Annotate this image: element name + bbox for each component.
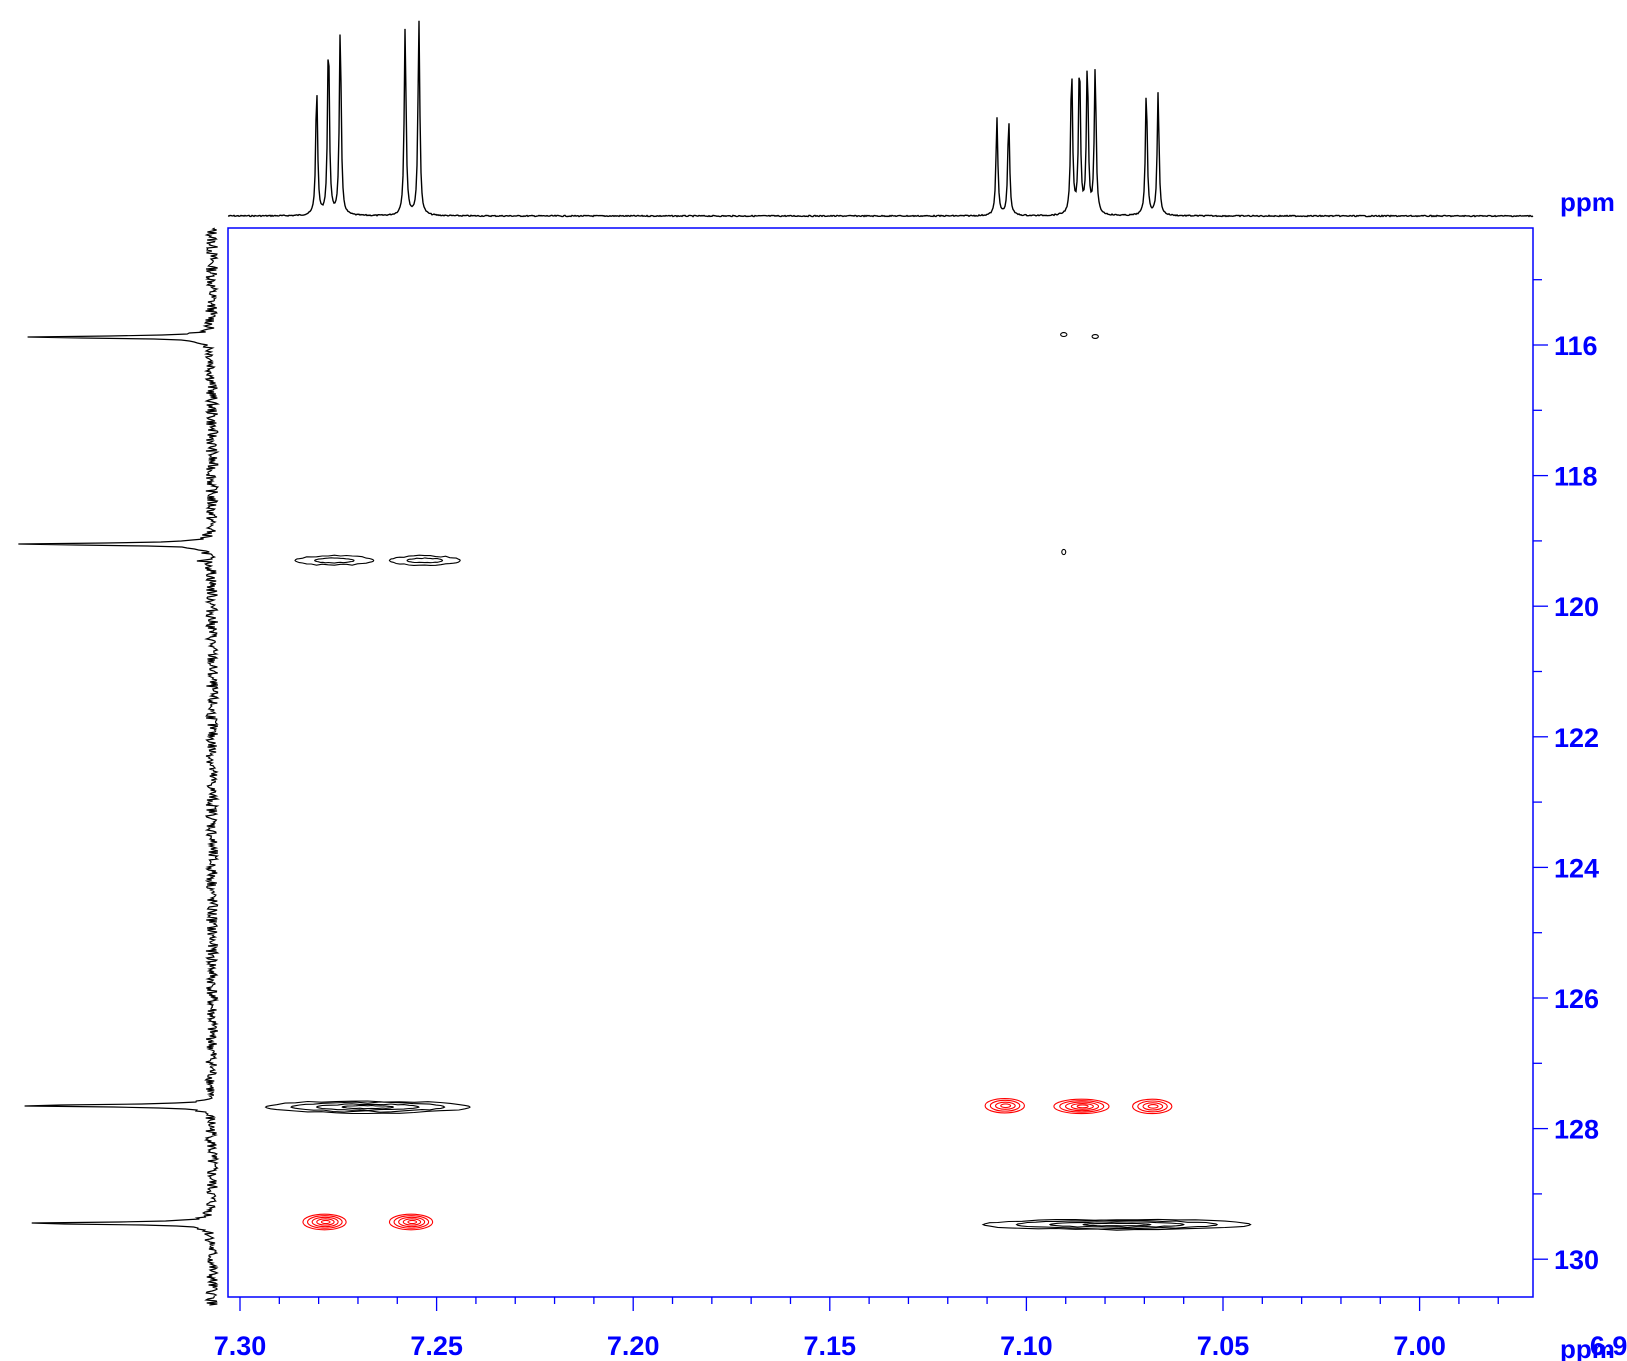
- contour-level: [1064, 1101, 1100, 1112]
- y-tick-label: 124: [1554, 853, 1599, 883]
- y-axis: 116 118 120 122 124 126 128 130: [1533, 279, 1599, 1275]
- red-contour-peak: [1053, 1098, 1110, 1115]
- contour-level: [981, 1218, 1252, 1231]
- top-projection: [227, 20, 1534, 218]
- contour-level: [311, 1216, 339, 1228]
- red-contour-peak: [1132, 1098, 1173, 1115]
- contour-level: [294, 554, 375, 566]
- contour-level: [341, 1104, 395, 1110]
- contour-level: [302, 1213, 347, 1231]
- contour-level: [1061, 548, 1067, 556]
- contour-level: [314, 557, 355, 564]
- contour-level: [1082, 1222, 1152, 1227]
- contour-level: [1060, 332, 1068, 338]
- contour-level: [1132, 1098, 1173, 1115]
- contour-level: [984, 1098, 1025, 1114]
- contour-level: [1137, 1100, 1168, 1113]
- red-contour-peak: [984, 1098, 1025, 1114]
- contour-level: [1048, 1221, 1185, 1229]
- top-axis-unit: ppm: [1560, 187, 1615, 217]
- contour-level: [1000, 1103, 1012, 1109]
- y-tick-label: 120: [1554, 592, 1599, 622]
- black-contour-peak: [388, 554, 461, 566]
- x-tick-label: 7.25: [410, 1331, 463, 1361]
- contour-level: [306, 1215, 343, 1229]
- contour-level: [315, 1103, 420, 1111]
- contour-level: [316, 1218, 335, 1226]
- black-contour-peak: [294, 554, 375, 566]
- plot-frame: [227, 227, 1534, 1298]
- contour-level: [290, 1101, 446, 1113]
- contour-level: [406, 557, 444, 564]
- contour-level: [989, 1099, 1021, 1112]
- y-tick-label: 116: [1554, 331, 1598, 361]
- y-tick-label: 118: [1554, 462, 1598, 492]
- contour-level: [393, 1215, 430, 1229]
- contour-level: [1053, 1098, 1110, 1115]
- black-contour-peak: [1060, 332, 1068, 338]
- contour-level: [1091, 334, 1099, 340]
- red-contour-peak: [388, 1213, 434, 1231]
- x-axis: 7.307.257.207.157.107.057.006.956.906.85…: [214, 1297, 1627, 1361]
- black-contour-peak: [264, 1100, 471, 1115]
- contour-level: [994, 1101, 1016, 1110]
- contour-level: [1070, 1102, 1094, 1110]
- contour-level: [388, 554, 461, 566]
- x-tick-label: 7.10: [1000, 1331, 1053, 1361]
- y-tick-label: 126: [1554, 984, 1599, 1014]
- contour-level: [320, 1219, 331, 1225]
- y-tick-label: 130: [1554, 1245, 1599, 1275]
- left-projection: [18, 227, 220, 1306]
- contour-level: [402, 1218, 422, 1226]
- x-tick-label: 7.05: [1197, 1331, 1250, 1361]
- x-tick-label: 7.15: [804, 1331, 857, 1361]
- x-tick-label: 7.20: [607, 1331, 660, 1361]
- x-axis-unit: ppm: [1560, 1334, 1615, 1361]
- contour-level: [407, 1219, 418, 1225]
- y-tick-label: 122: [1554, 723, 1599, 753]
- contour-level: [1147, 1104, 1159, 1109]
- red-contour-peak: [302, 1213, 347, 1231]
- y-tick-label: 128: [1554, 1115, 1599, 1145]
- x-tick-label: 7.00: [1393, 1331, 1446, 1361]
- left-projection-trace: [18, 227, 220, 1306]
- contour-level: [1059, 1100, 1105, 1113]
- contour-level: [388, 1213, 434, 1231]
- black-contour-peak: [1091, 334, 1099, 340]
- x-tick-label: 6.95: [1590, 1331, 1627, 1361]
- x-tick-label: 7.30: [214, 1331, 267, 1361]
- contour-level: [398, 1216, 426, 1228]
- top-projection-trace: [227, 20, 1534, 218]
- black-contour-peak: [1061, 548, 1067, 556]
- contour-peaks: [264, 332, 1252, 1231]
- contour-level: [1015, 1219, 1219, 1230]
- black-contour-peak: [981, 1218, 1252, 1231]
- contour-level: [1076, 1104, 1089, 1109]
- contour-level: [264, 1100, 471, 1115]
- contour-level: [1142, 1102, 1164, 1111]
